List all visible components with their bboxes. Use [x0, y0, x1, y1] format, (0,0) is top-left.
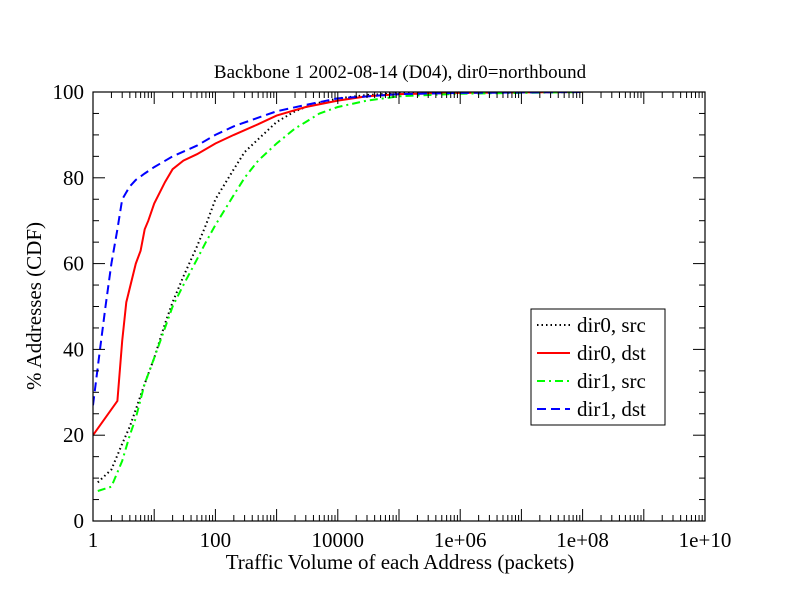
y-tick-label: 60 — [63, 252, 84, 276]
legend-label-3: dir1, src — [577, 369, 646, 393]
ticks-layer — [92, 91, 706, 522]
x-axis-label: Traffic Volume of each Address (packets) — [226, 550, 575, 574]
y-tick-label: 100 — [53, 80, 85, 104]
x-tick-label: 1 — [88, 528, 99, 552]
y-tick-label: 40 — [63, 337, 84, 361]
x-tick-label: 1e+06 — [434, 528, 487, 552]
series-line-3 — [97, 92, 583, 492]
legend-label-1: dir0, src — [577, 313, 646, 337]
chart-title: Backbone 1 2002-08-14 (D04), dir0=northb… — [214, 62, 587, 83]
x-tick-label: 1e+10 — [679, 528, 732, 552]
x-tick-label: 1e+08 — [556, 528, 609, 552]
y-axis-label: % Addresses (CDF) — [22, 222, 46, 390]
x-tick-label: 10000 — [312, 528, 365, 552]
series-line-4 — [93, 92, 583, 406]
legend-label-4: dir1, dst — [577, 397, 646, 421]
y-tick-label: 20 — [63, 423, 84, 447]
legend-label-2: dir0, dst — [577, 341, 646, 365]
legend-box — [530, 308, 666, 426]
tick-labels-layer: 1 100 10000 1e+06 1e+08 1e+10 0 20 40 60 80 100 — [53, 80, 732, 552]
y-tick-label: 0 — [74, 509, 85, 533]
legend: dir0, src dir0, dst dir1, src dir1, dst — [530, 308, 666, 426]
series-line-2 — [93, 92, 583, 436]
y-tick-label: 80 — [63, 166, 84, 190]
x-tick-label: 100 — [200, 528, 232, 552]
